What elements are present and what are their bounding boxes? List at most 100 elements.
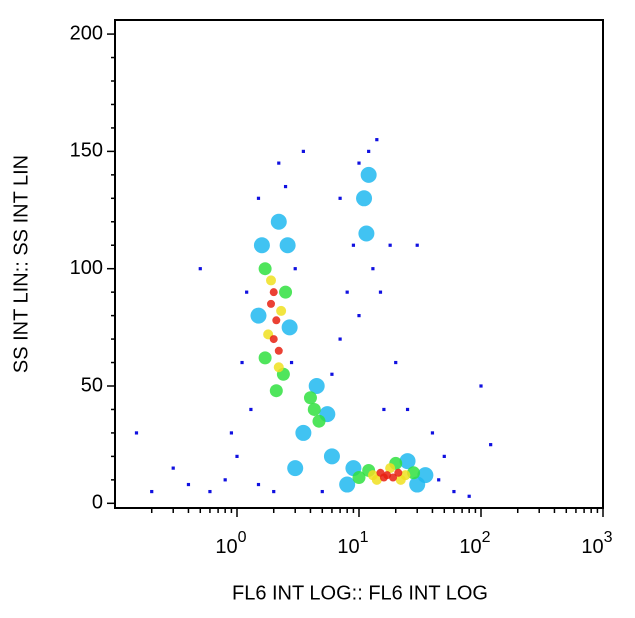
y-tick-label: 100 [70,257,103,279]
data-point [258,351,272,365]
data-point [489,443,493,447]
x-tick-label: 100 [215,529,246,558]
x-tick-label: 103 [581,529,612,558]
x-tick-label: 102 [459,529,490,558]
data-point [198,267,202,271]
data-point [307,402,321,416]
y-tick-label: 0 [92,492,103,514]
data-point [405,407,410,412]
y-tick-label: 50 [81,374,103,396]
data-point [338,196,342,200]
data-point [150,489,154,494]
data-point [171,466,175,470]
data-point [267,299,276,308]
data-point [289,360,294,365]
data-point [276,305,287,316]
data-point [256,196,261,200]
data-point [281,319,298,336]
data-point [258,262,272,276]
data-point [269,288,278,297]
data-point [389,473,398,482]
data-point [301,149,305,153]
data-point [323,448,340,465]
data-point [253,237,270,254]
data-point [378,290,383,294]
data-point [360,166,377,183]
data-point [235,454,239,458]
data-point [240,360,244,365]
data-point [352,471,366,484]
data-point [338,337,342,341]
data-point [409,476,426,493]
points [134,138,493,498]
data-point [308,378,325,394]
data-point [442,454,446,458]
data-point [399,453,416,470]
x-tick-base: 10 [459,536,481,558]
x-tick-base: 10 [215,536,237,558]
data-point [273,362,284,373]
data-point [330,372,334,376]
data-point [394,360,398,365]
x-tick-exponent: 0 [238,529,247,546]
data-point [467,494,471,498]
data-point [208,489,212,494]
data-point [388,243,392,247]
data-point [356,190,373,207]
plot-frame [114,19,604,509]
x-tick-exponent: 3 [604,529,613,546]
data-point [279,285,293,299]
data-point [277,161,281,165]
data-point [382,407,386,412]
x-tick-label: 101 [337,529,368,558]
data-point [367,149,371,153]
data-point [223,478,227,482]
data-point [358,225,375,242]
x-tick-exponent: 2 [482,529,491,546]
x-tick-base: 10 [581,536,603,558]
data-point [452,489,456,494]
data-point [287,460,304,477]
data-point [320,489,324,494]
data-point [375,138,379,142]
data-point [279,237,296,254]
data-point [270,213,287,230]
y-tick-label: 200 [70,22,103,44]
data-point [437,478,441,482]
x-tick-exponent: 1 [360,529,369,546]
data-point [256,482,261,487]
data-point [269,335,278,344]
data-point [345,290,349,294]
data-point [266,275,277,286]
data-point [250,307,267,324]
data-point [312,414,326,428]
data-point [229,431,234,435]
data-point [385,463,396,474]
x-axis-label: FL6 INT LOG:: FL6 INT LOG [232,582,488,604]
data-point [295,424,312,441]
data-point [357,314,361,318]
x-tick-base: 10 [337,536,359,558]
data-point [272,316,281,325]
data-point [479,384,483,388]
data-point [245,290,249,294]
y-tick-label: 150 [70,140,103,162]
data-point [249,407,253,412]
data-point [395,474,406,485]
data-point [415,243,419,247]
y-axis-label: SS INT LIN:: SS INT LIN [10,155,32,373]
data-point [272,489,276,494]
data-point [430,431,435,435]
data-point [293,267,297,271]
data-point [274,346,283,355]
data-point [371,267,375,271]
data-point [283,184,288,189]
data-point [357,161,361,165]
data-point [351,243,356,247]
data-point [186,482,191,487]
data-point [379,473,388,482]
data-point [269,384,283,398]
data-point [339,476,356,493]
data-point [303,391,317,405]
